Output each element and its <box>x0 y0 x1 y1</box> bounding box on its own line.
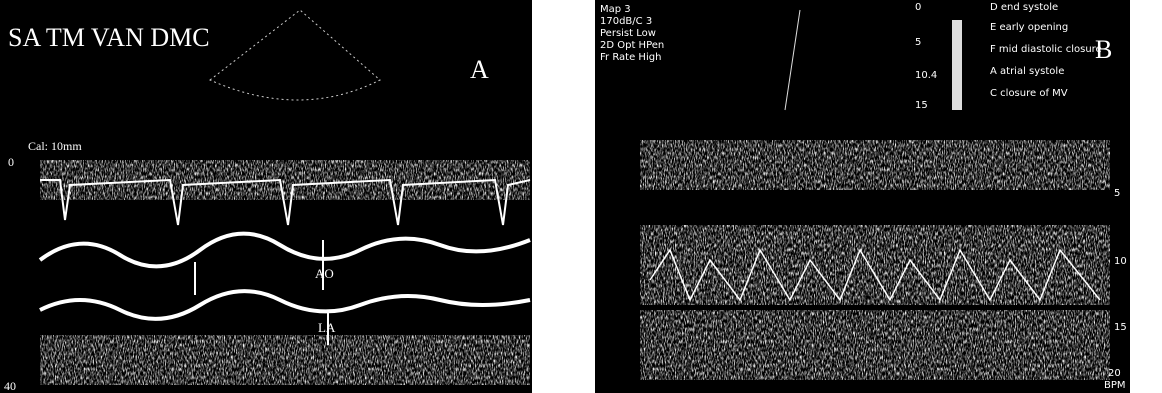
label-ao: AO <box>315 266 334 281</box>
calibration: Cal: 10mm <box>28 139 82 153</box>
depth-mark: 5 <box>1114 188 1120 199</box>
label-la: LA <box>318 320 336 335</box>
valve-band <box>640 225 1110 305</box>
top-band <box>640 140 1110 190</box>
posterior-band <box>40 335 530 385</box>
panel-a: SA TM VAN DMC A Cal: 10mm 0 40 AO LA <box>0 0 532 393</box>
panel-b-letter: B <box>1095 35 1112 64</box>
depth-mark: 20 <box>1108 368 1121 379</box>
setting: Persist Low <box>600 28 656 39</box>
legend-item: D end systole <box>990 2 1058 13</box>
gray-bar <box>952 20 962 110</box>
scale-label: 5 <box>915 37 921 48</box>
scale-label: 15 <box>915 100 928 111</box>
legend-item: A atrial systole <box>990 66 1064 77</box>
depth-bottom: 40 <box>4 379 16 393</box>
scale-label: 10.4 <box>915 70 937 81</box>
bottom-band <box>640 310 1110 380</box>
setting: 170dB/C 3 <box>600 16 652 27</box>
panel-a-title: SA TM VAN DMC <box>8 23 210 52</box>
depth-mark: 15 <box>1114 322 1127 333</box>
screenshot: SA TM VAN DMC A Cal: 10mm 0 40 AO LA Map… <box>0 0 1162 393</box>
depth-mark: 10 <box>1114 256 1127 267</box>
setting: 2D Opt HPen <box>600 40 664 51</box>
setting: Map 3 <box>600 4 631 15</box>
panel-b: Map 3 170dB/C 3 Persist Low 2D Opt HPen … <box>595 0 1130 393</box>
legend-item: C closure of MV <box>990 88 1068 99</box>
legend-item: E early opening <box>990 22 1068 33</box>
setting: Fr Rate High <box>600 52 661 63</box>
scale-label: 0 <box>915 2 921 13</box>
ecg-band <box>40 160 530 200</box>
depth-top: 0 <box>8 155 14 169</box>
panel-a-letter: A <box>470 55 489 84</box>
page: SA TM VAN DMC A Cal: 10mm 0 40 AO LA Map… <box>0 0 1162 393</box>
legend-item: F mid diastolic closure <box>990 44 1102 55</box>
unit: BPM <box>1104 380 1126 391</box>
